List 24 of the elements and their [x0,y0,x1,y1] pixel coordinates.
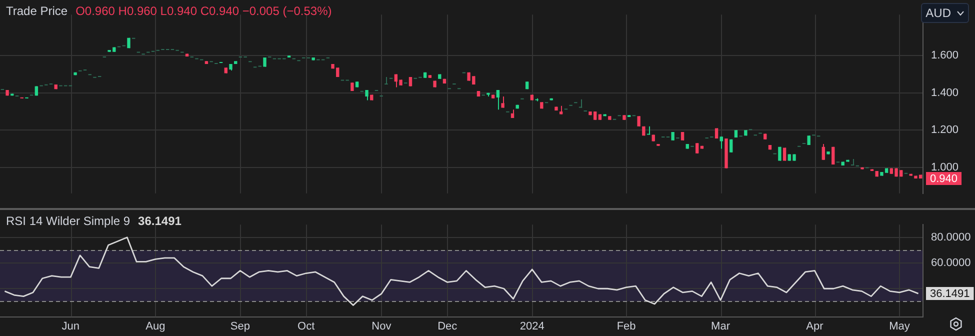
y-tick-label: 1.200 [931,124,959,136]
x-tick-label: Apr [806,320,824,332]
text: 0.940 [930,173,958,186]
y-tick-label: 80.0000 [931,231,971,244]
y-tick-label: 60.0000 [931,257,971,270]
text: 36.1491 [930,288,970,300]
x-tick-label: Mar [711,320,730,332]
x-tick-label: Aug [146,320,166,332]
y-tick-label: 1.600 [931,50,959,62]
x-tick-label: Sep [230,320,250,332]
x-tick-label: Jun [62,320,80,332]
x-tick-label: Dec [438,320,458,332]
chart-subtitle: 36.1491 [138,214,182,228]
text: AUD [926,6,951,20]
x-tick-label: May [889,320,910,332]
x-tick-label: Feb [616,320,636,332]
chart-title: Trade Price [6,4,68,18]
x-tick-label: Oct [298,320,315,332]
chart-subtitle: O0.960 H0.960 L0.940 C0.940 −0.005 (−0.53%) [76,4,332,18]
y-tick-label: 1.400 [931,86,959,99]
chart-title: RSI 14 Wilder Simple 9 [6,214,130,228]
x-tick-label: Nov [372,320,392,332]
x-tick-label: 2024 [520,320,544,332]
y-tick-label: 1.000 [931,161,959,174]
